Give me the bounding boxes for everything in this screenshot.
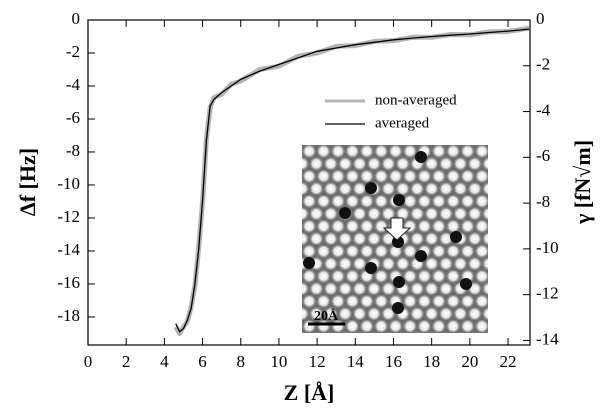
x-tick-label: 16: [385, 352, 402, 371]
y2-tick-label: -12: [536, 284, 559, 303]
x-axis-label: Z [Å]: [284, 380, 335, 405]
page: 20Å Z [Å] Δf [Hz] γ [fN√m] 0 2 4 6 8 10 12 14 16…: [0, 0, 603, 414]
x-tick-label: 8: [236, 352, 245, 371]
x-tick-label: 6: [198, 352, 207, 371]
scale-label: 20Å: [314, 308, 339, 324]
chart: 20Å Z [Å] Δf [Hz] γ [fN√m] 0 2 4 6 8 10 12 14 16…: [0, 0, 603, 414]
y2-tick-label: -14: [536, 329, 559, 348]
x-tick-label: 22: [500, 352, 517, 371]
y-tick-label: -16: [57, 273, 80, 292]
y-axis-label: Δf [Hz]: [15, 148, 40, 216]
y2-tick-label: -4: [536, 100, 551, 119]
y2-tick-label: -8: [536, 192, 550, 211]
y2-tick-label: 0: [536, 9, 545, 28]
y-tick-label: -8: [66, 141, 80, 160]
x-tick-label: 0: [84, 352, 93, 371]
y-tick-label: -2: [66, 42, 80, 61]
legend-label: non-averaged: [375, 92, 457, 108]
y-tick-label: -18: [57, 306, 80, 325]
x-tick-label: 10: [270, 352, 287, 371]
y2-tick-label: -6: [536, 146, 550, 165]
x-tick-label: 20: [461, 352, 478, 371]
x-tick-label: 14: [347, 352, 365, 371]
stm-inset: 20Å: [302, 145, 488, 333]
x-tick-label: 12: [309, 352, 326, 371]
y-tick-label: 0: [72, 9, 81, 28]
y-tick-label: -14: [57, 240, 80, 259]
legend-label: averaged: [375, 115, 430, 131]
x-tick-label: 18: [423, 352, 440, 371]
x-tick-label: 4: [160, 352, 169, 371]
y2-tick-label: -10: [536, 238, 559, 257]
y-tick-label: -6: [66, 108, 80, 127]
y2-axis-label: γ [fN√m]: [570, 140, 595, 225]
y-tick-label: -10: [57, 174, 80, 193]
y-tick-label: -4: [66, 75, 81, 94]
y-tick-label: -12: [57, 207, 80, 226]
y2-tick-label: -2: [536, 55, 550, 74]
x-tick-label: 2: [122, 352, 131, 371]
